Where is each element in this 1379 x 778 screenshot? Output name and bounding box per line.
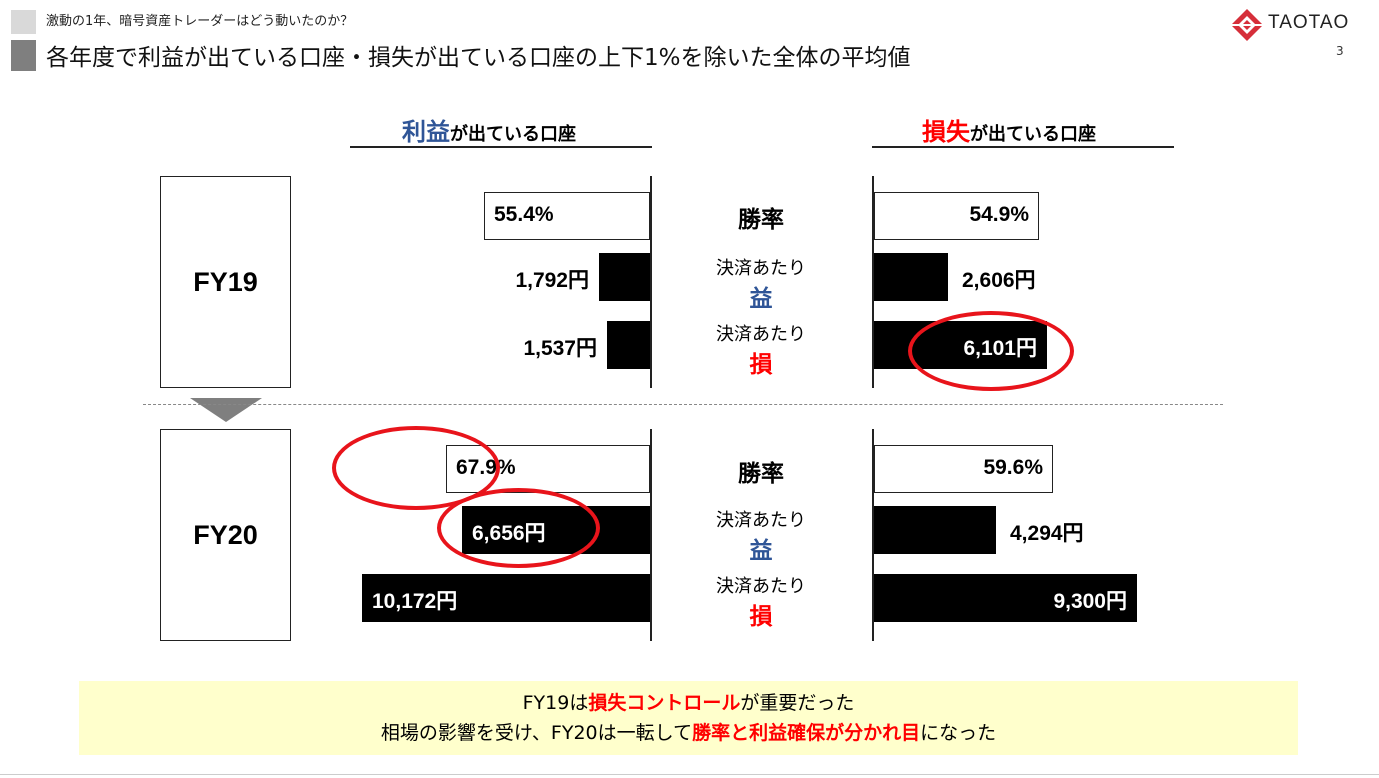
loss-label-fy19: 損: [749, 352, 773, 378]
value-label-fy19-profit-win-rate: 55.4%: [494, 203, 554, 226]
value-label-fy19-profit-avg-gain: 1,792円: [515, 269, 589, 292]
footer-line: [0, 774, 1379, 775]
breadcrumb: 激動の1年、暗号資産トレーダーはどう動いたのか？: [46, 14, 354, 29]
highlight-ellipse-fy20-profit-avg-gain: [437, 488, 600, 568]
summary-line-1: FY19は損失コントロールが重要だった: [79, 688, 1298, 718]
bar-fy20-profit-avg-loss: [362, 574, 650, 622]
per-settlement-label-loss-fy20: 決済あたり: [716, 576, 806, 597]
value-label-fy20-loss-avg-gain: 4,294円: [1010, 522, 1084, 545]
loss-label-fy20: 損: [749, 604, 773, 630]
profit-axis-fy20: [650, 429, 652, 641]
summary-line-2: 相場の影響を受け、FY20は一転して勝率と利益確保が分かれ目になった: [79, 718, 1298, 748]
fy20-label-box: FY20: [160, 429, 291, 641]
bar-fy20-loss-win-rate: [874, 445, 1053, 493]
profit-header-rest: が出ている口座: [450, 124, 576, 145]
per-settlement-label-gain-fy19: 決済あたり: [716, 258, 806, 279]
year-divider: [143, 404, 1223, 405]
logo-text: TAOTAO: [1268, 12, 1350, 33]
win-rate-label-fy19: 勝率: [738, 207, 784, 233]
breadcrumb-marker: [11, 10, 36, 34]
down-arrow-icon: [190, 398, 262, 422]
bar-fy19-loss-win-rate: [874, 192, 1039, 240]
bar-fy19-profit-avg-loss: [607, 321, 650, 369]
fy19-label-box: FY19: [160, 176, 291, 388]
value-label-fy20-loss-avg-loss: 9,300円: [1053, 590, 1127, 613]
loss-axis-fy19: [872, 176, 874, 388]
summary-box: FY19は損失コントロールが重要だった 相場の影響を受け、FY20は一転して勝率…: [79, 681, 1298, 755]
value-label-fy19-loss-win-rate: 54.9%: [969, 203, 1029, 226]
value-label-fy19-profit-avg-loss: 1,537円: [523, 337, 597, 360]
bar-fy20-loss-avg-gain: [874, 506, 996, 554]
profit-column-header: 利益が出ている口座: [402, 112, 576, 147]
loss-header-rest: が出ている口座: [970, 124, 1096, 145]
profit-header-underline: [350, 146, 652, 148]
loss-axis-fy20: [872, 429, 874, 641]
value-label-fy20-profit-avg-loss: 10,172円: [372, 590, 458, 613]
per-settlement-label-loss-fy19: 決済あたり: [716, 324, 806, 345]
per-settlement-label-gain-fy20: 決済あたり: [716, 510, 806, 531]
gain-label-fy19: 益: [749, 286, 773, 312]
loss-column-header: 損失が出ている口座: [922, 112, 1096, 147]
title-marker: [11, 40, 36, 71]
summary-line1-text-a: FY19は: [522, 692, 589, 714]
value-label-fy20-loss-win-rate: 59.6%: [983, 456, 1043, 479]
summary-line2-highlight: 勝率と利益確保が分かれ目: [692, 722, 921, 744]
summary-line2-text-a: 相場の影響を受け、FY20は一転して: [380, 722, 693, 744]
loss-header-underline: [872, 146, 1174, 148]
win-rate-label-fy20: 勝率: [738, 461, 784, 487]
summary-line1-text-b: が重要だった: [740, 692, 855, 714]
page-number: 3: [1336, 44, 1344, 58]
page-title: 各年度で利益が出ている口座・損失が出ている口座の上下1%を除いた全体の平均値: [46, 45, 911, 71]
gain-label-fy20: 益: [749, 538, 773, 564]
bar-fy19-profit-win-rate: [484, 192, 650, 240]
loss-header-strong: 損失: [922, 118, 970, 146]
value-label-fy19-loss-avg-gain: 2,606円: [962, 269, 1036, 292]
summary-line1-highlight: 損失コントロール: [588, 692, 741, 714]
profit-header-strong: 利益: [402, 118, 450, 146]
bar-fy20-loss-avg-loss: [874, 574, 1137, 622]
summary-line2-text-b: になった: [920, 722, 997, 744]
highlight-ellipse-fy20-profit-win-rate: [332, 426, 500, 510]
fy19-label: FY19: [193, 266, 258, 297]
profit-axis-fy19: [650, 176, 652, 388]
bar-fy19-loss-avg-gain: [874, 253, 948, 301]
bar-fy19-profit-avg-gain: [599, 253, 650, 301]
fy20-label: FY20: [193, 519, 258, 550]
taotao-logo-icon: [1231, 9, 1263, 41]
highlight-ellipse-fy19-loss-avg-loss: [908, 311, 1074, 391]
